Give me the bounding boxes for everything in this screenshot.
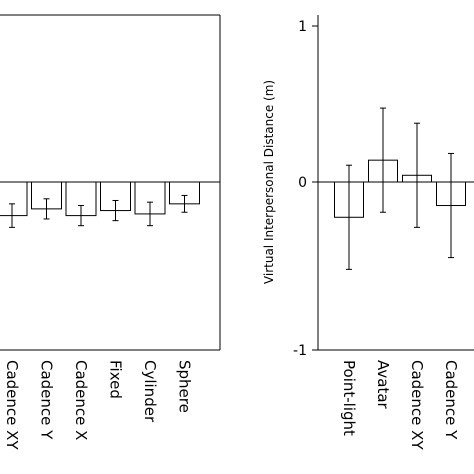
right-y-ticks: 1 0 -1 — [293, 19, 318, 359]
y-tick-label: 0 — [298, 175, 307, 191]
category-label: Cadence Y — [442, 360, 460, 440]
category-label: Cadence Y — [38, 360, 56, 440]
category-label: Avatar — [374, 360, 392, 410]
y-tick-label: 1 — [298, 19, 307, 35]
left-category-labels: Cadence XY Cadence Y Cadence X Fixed Cylinde… — [3, 360, 194, 450]
right-bars-group — [334, 107, 466, 270]
y-tick-label: -1 — [293, 343, 307, 359]
left-bars-group — [0, 181, 200, 228]
category-label: Sphere — [176, 360, 194, 413]
right-chart-panel: Virtual Interpersonal Distance (m) 10-1 … — [262, 15, 474, 450]
right-category-labels: Point-light Avatar Cadence XY Cadence Y — [340, 360, 460, 450]
right-y-axis-label: Virtual Interpersonal Distance (m) — [262, 80, 276, 284]
left-chart-panel: Cadence XY Cadence Y Cadence X Fixed Cylinde… — [0, 14, 221, 450]
bar — [0, 181, 28, 217]
category-label: Cylinder — [141, 360, 159, 423]
category-label: Point-light — [340, 360, 358, 436]
category-label: Cadence XY — [408, 360, 426, 450]
category-label: Fixed — [107, 360, 125, 399]
category-label: Cadence XY — [3, 360, 21, 450]
category-label: Cadence X — [72, 360, 90, 440]
